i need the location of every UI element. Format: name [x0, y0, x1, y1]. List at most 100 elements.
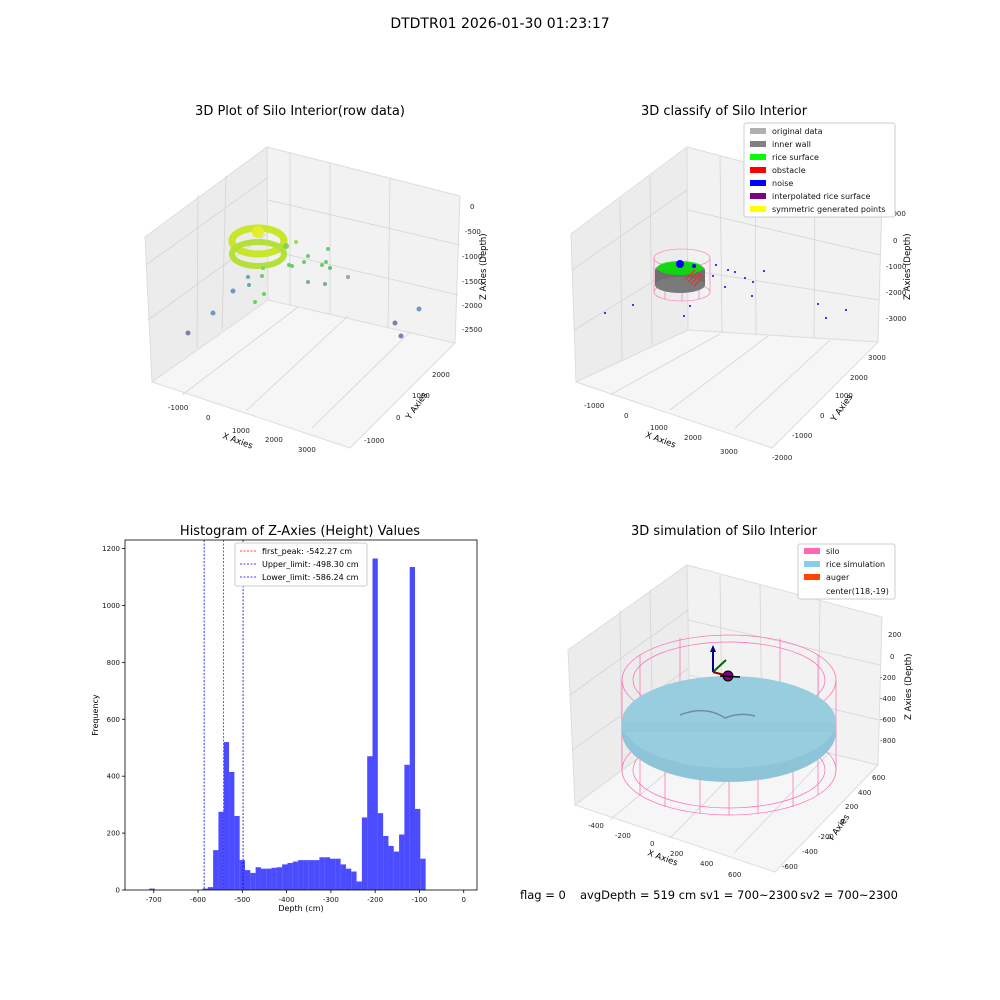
- legend-label: center(118,-19): [826, 587, 889, 596]
- raw-point: [302, 260, 306, 264]
- sim-rice-surface: [622, 676, 836, 782]
- legend-swatch: [750, 193, 766, 199]
- x-tick-label: -100: [411, 896, 427, 904]
- histogram-legend: first_peak: -542.27 cm Upper_limit: -498…: [234, 542, 368, 587]
- x-tick-label: -300: [323, 896, 339, 904]
- raw-point: [294, 240, 298, 244]
- raw-3d-plot[interactable]: -1000 0 1000 2000 3000 -1000 0 1000 2000…: [0, 0, 500, 500]
- sim-ztick: 0: [890, 653, 894, 661]
- raw-point: [210, 310, 216, 316]
- raw-xtick: 2000: [265, 436, 283, 444]
- raw-ytick: 1000: [412, 392, 430, 400]
- classify-z-label: Z Axies (Depth): [903, 233, 913, 300]
- histogram-bar: [324, 857, 331, 890]
- sim-ytick: -600: [782, 863, 798, 871]
- y-tick-label: 0: [116, 887, 120, 895]
- classify-ytick: 1000: [835, 392, 853, 400]
- histogram-bar: [250, 872, 256, 890]
- raw-z-label: Z Axies (Depth): [479, 233, 489, 300]
- classify-3d-plot[interactable]: -1000 0 1000 2000 3000 -2000 -1000 0 100…: [500, 0, 1000, 500]
- raw-point: [246, 275, 250, 279]
- histogram-y-ticks: 0 200 400 600 800 1000 1200: [102, 545, 125, 895]
- raw-point: [253, 300, 257, 304]
- y-tick-label: 1200: [102, 545, 120, 553]
- legend-label: inner wall: [772, 140, 811, 149]
- x-tick-label: -600: [190, 896, 206, 904]
- sim-ytick: 600: [872, 774, 885, 782]
- histogram-bar: [388, 845, 394, 890]
- histogram-bar: [271, 867, 277, 890]
- legend-swatch: [750, 206, 766, 212]
- raw-ytick: 2000: [432, 371, 450, 379]
- sv1-status: sv1 = 700~2300: [700, 888, 798, 902]
- sim-ztick: -200: [880, 674, 896, 682]
- histogram-bar: [404, 764, 410, 890]
- histogram-bar: [393, 851, 400, 890]
- histogram-threshold-lines: [203, 540, 244, 890]
- histogram-chart[interactable]: -700 -600 -500 -400 -300 -200 -100 0 0 200 400 600…: [0, 500, 500, 930]
- raw-point: [346, 275, 350, 279]
- raw-xtick: 3000: [298, 446, 316, 454]
- legend-swatch: [750, 141, 766, 147]
- histogram-bar: [282, 864, 288, 890]
- legend-label: obstacle: [772, 166, 806, 175]
- raw-point: [326, 247, 330, 251]
- histogram-x-ticks: -700 -600 -500 -400 -300 -200 -100 0: [146, 890, 466, 904]
- x-tick-label: -400: [279, 896, 295, 904]
- y-tick-label: 1000: [102, 602, 120, 610]
- legend-swatch: [750, 128, 766, 134]
- histogram-bar: [239, 860, 245, 890]
- y-tick-label: 200: [107, 830, 120, 838]
- legend-label: original data: [772, 127, 823, 136]
- sim-ztick: -600: [880, 716, 896, 724]
- histogram-bar: [149, 888, 155, 890]
- histogram-bar: [351, 871, 357, 890]
- raw-xtick: 1000: [232, 427, 250, 435]
- histogram-bar: [260, 868, 267, 890]
- histogram-bar: [319, 857, 325, 890]
- classify-ytick: 3000: [868, 354, 886, 362]
- legend-swatch: [804, 561, 820, 567]
- histogram-bar: [303, 860, 309, 890]
- raw-ring-bottom: [229, 239, 287, 269]
- classify-xtick: 1000: [650, 424, 668, 432]
- histogram-bar: [213, 850, 219, 890]
- figure-suptitle: DTDTR01 2026-01-30 01:23:17: [390, 16, 610, 32]
- raw-point: [323, 282, 327, 286]
- raw-ytick: -1000: [364, 437, 384, 445]
- y-tick-label: 600: [107, 716, 120, 724]
- raw-point: [230, 288, 236, 294]
- histogram-bar: [218, 811, 224, 890]
- sim-z-label: Z Axies (Depth): [904, 653, 914, 720]
- classify-inner-wall: [655, 277, 705, 293]
- raw-point: [398, 333, 404, 339]
- legend-swatch: [750, 167, 766, 173]
- sim-auger: [710, 645, 741, 682]
- classify-point-cloud: [604, 248, 847, 319]
- sim-legend: silo rice simulation auger center(118,-1…: [797, 543, 896, 600]
- raw-ztick: -2500: [462, 326, 482, 334]
- sim-xtick: 200: [670, 850, 683, 858]
- raw-point: [306, 254, 310, 258]
- histogram-bar: [244, 870, 251, 890]
- sim-ytick: -200: [818, 833, 834, 841]
- raw-point: [247, 283, 251, 287]
- histogram-axes-frame: [124, 539, 478, 891]
- sim-ztick: -800: [880, 737, 896, 745]
- legend-label: symmetric generated points: [772, 205, 885, 214]
- raw-point: [320, 263, 324, 267]
- histogram-bar: [372, 558, 378, 890]
- sim-xtick: -200: [615, 832, 631, 840]
- raw-point-cloud: [185, 224, 422, 339]
- legend-label: rice surface: [772, 153, 819, 162]
- histogram-bar: [207, 887, 214, 890]
- classify-ztick: 0: [893, 237, 897, 245]
- legend-lower-limit: Lower_limit: -586.24 cm: [262, 573, 359, 582]
- sim-3d-plot[interactable]: -400 -200 0 200 400 600 -600 -400 -200 0…: [500, 500, 1000, 880]
- classify-ytick: -2000: [772, 454, 792, 462]
- raw-tick-labels: -1000 0 1000 2000 3000 -1000 0 1000 2000…: [168, 203, 482, 454]
- histogram-y-label: Frequency: [91, 694, 100, 736]
- histogram-bar: [383, 835, 389, 890]
- raw-point: [261, 266, 265, 270]
- raw-point: [260, 274, 264, 278]
